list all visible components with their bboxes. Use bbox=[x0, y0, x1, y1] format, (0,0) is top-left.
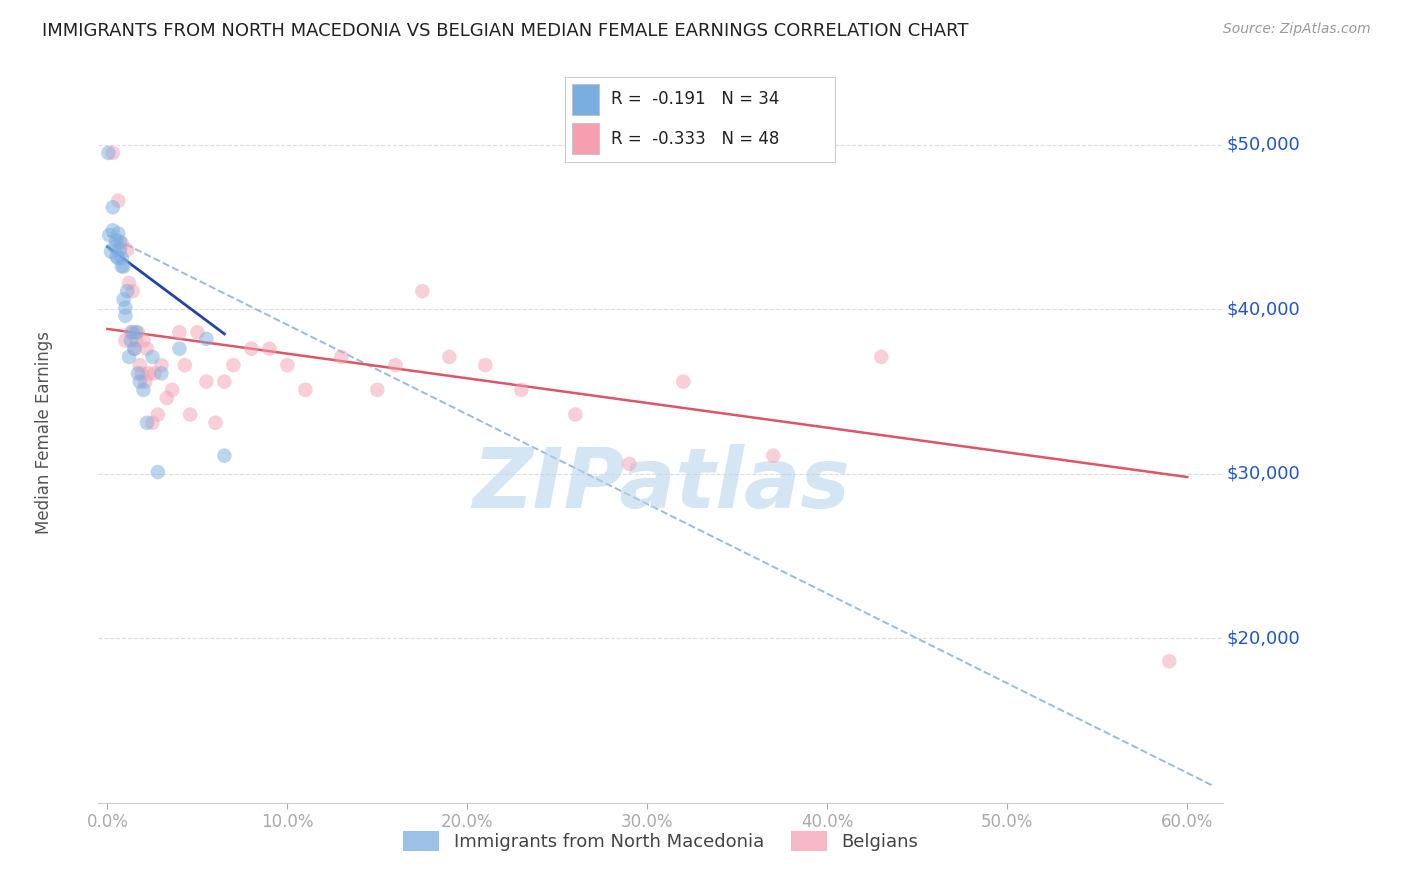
Point bbox=[439, 350, 461, 364]
Point bbox=[214, 375, 236, 389]
Point bbox=[120, 325, 142, 339]
Point bbox=[115, 243, 138, 257]
Point bbox=[118, 350, 141, 364]
Point bbox=[98, 228, 121, 243]
Point bbox=[108, 235, 131, 249]
Point bbox=[127, 325, 149, 339]
Point bbox=[125, 325, 148, 339]
Point bbox=[150, 358, 173, 372]
Point bbox=[124, 342, 146, 356]
Point bbox=[114, 309, 136, 323]
Point bbox=[195, 332, 218, 346]
Point bbox=[179, 408, 201, 422]
Point bbox=[128, 375, 150, 389]
Point bbox=[204, 416, 226, 430]
Point bbox=[366, 383, 388, 397]
Legend: Immigrants from North Macedonia, Belgians: Immigrants from North Macedonia, Belgian… bbox=[394, 822, 928, 861]
Point bbox=[160, 383, 183, 397]
Point bbox=[112, 260, 135, 274]
Point bbox=[136, 342, 159, 356]
Point bbox=[146, 408, 169, 422]
Point bbox=[384, 358, 406, 372]
Point bbox=[111, 260, 134, 274]
Point bbox=[240, 342, 263, 356]
Point bbox=[146, 465, 169, 479]
Point bbox=[111, 251, 134, 265]
Point bbox=[97, 145, 120, 160]
Point bbox=[107, 227, 129, 241]
Point bbox=[474, 358, 496, 372]
Point bbox=[150, 367, 173, 381]
Point bbox=[222, 358, 245, 372]
Point bbox=[104, 240, 127, 254]
Point bbox=[118, 276, 141, 290]
Point bbox=[132, 334, 155, 348]
Point bbox=[101, 223, 124, 237]
Point bbox=[107, 251, 129, 265]
Point bbox=[195, 375, 218, 389]
Point bbox=[107, 194, 129, 208]
Point bbox=[169, 342, 191, 356]
Point bbox=[127, 367, 149, 381]
Point bbox=[132, 383, 155, 397]
Text: Source: ZipAtlas.com: Source: ZipAtlas.com bbox=[1223, 22, 1371, 37]
Point bbox=[156, 391, 179, 405]
Point bbox=[125, 334, 148, 348]
Point bbox=[619, 457, 641, 471]
Point bbox=[105, 233, 128, 247]
Point bbox=[114, 334, 136, 348]
Text: $40,000: $40,000 bbox=[1227, 301, 1301, 318]
Text: $50,000: $50,000 bbox=[1227, 136, 1301, 153]
Point bbox=[186, 325, 208, 339]
Point bbox=[136, 416, 159, 430]
Point bbox=[259, 342, 281, 356]
Point bbox=[111, 236, 134, 251]
Point bbox=[134, 375, 156, 389]
Point bbox=[294, 383, 316, 397]
Point bbox=[128, 358, 150, 372]
Point bbox=[173, 358, 195, 372]
Point bbox=[564, 408, 586, 422]
Text: $30,000: $30,000 bbox=[1227, 465, 1301, 483]
Point bbox=[115, 284, 138, 298]
Point bbox=[330, 350, 353, 364]
Point bbox=[105, 250, 128, 264]
Point bbox=[131, 367, 153, 381]
Point bbox=[141, 350, 163, 364]
Point bbox=[138, 367, 160, 381]
Point bbox=[112, 293, 135, 307]
Point bbox=[121, 284, 143, 298]
Point bbox=[762, 449, 785, 463]
Text: ZIPatlas: ZIPatlas bbox=[472, 444, 849, 525]
Point bbox=[276, 358, 298, 372]
Point bbox=[114, 301, 136, 315]
Point bbox=[108, 243, 131, 257]
Point bbox=[141, 416, 163, 430]
Point bbox=[100, 244, 122, 259]
Point bbox=[169, 325, 191, 339]
Point bbox=[143, 367, 166, 381]
Point bbox=[120, 334, 142, 348]
Text: $20,000: $20,000 bbox=[1227, 629, 1301, 648]
Point bbox=[101, 200, 124, 214]
Point bbox=[510, 383, 533, 397]
Point bbox=[214, 449, 236, 463]
Point bbox=[101, 145, 124, 160]
Point bbox=[411, 284, 433, 298]
Point bbox=[124, 342, 146, 356]
Point bbox=[672, 375, 695, 389]
Text: IMMIGRANTS FROM NORTH MACEDONIA VS BELGIAN MEDIAN FEMALE EARNINGS CORRELATION CH: IMMIGRANTS FROM NORTH MACEDONIA VS BELGI… bbox=[42, 22, 969, 40]
Point bbox=[121, 325, 143, 339]
Text: Median Female Earnings: Median Female Earnings bbox=[35, 331, 53, 534]
Point bbox=[1159, 654, 1181, 668]
Point bbox=[870, 350, 893, 364]
